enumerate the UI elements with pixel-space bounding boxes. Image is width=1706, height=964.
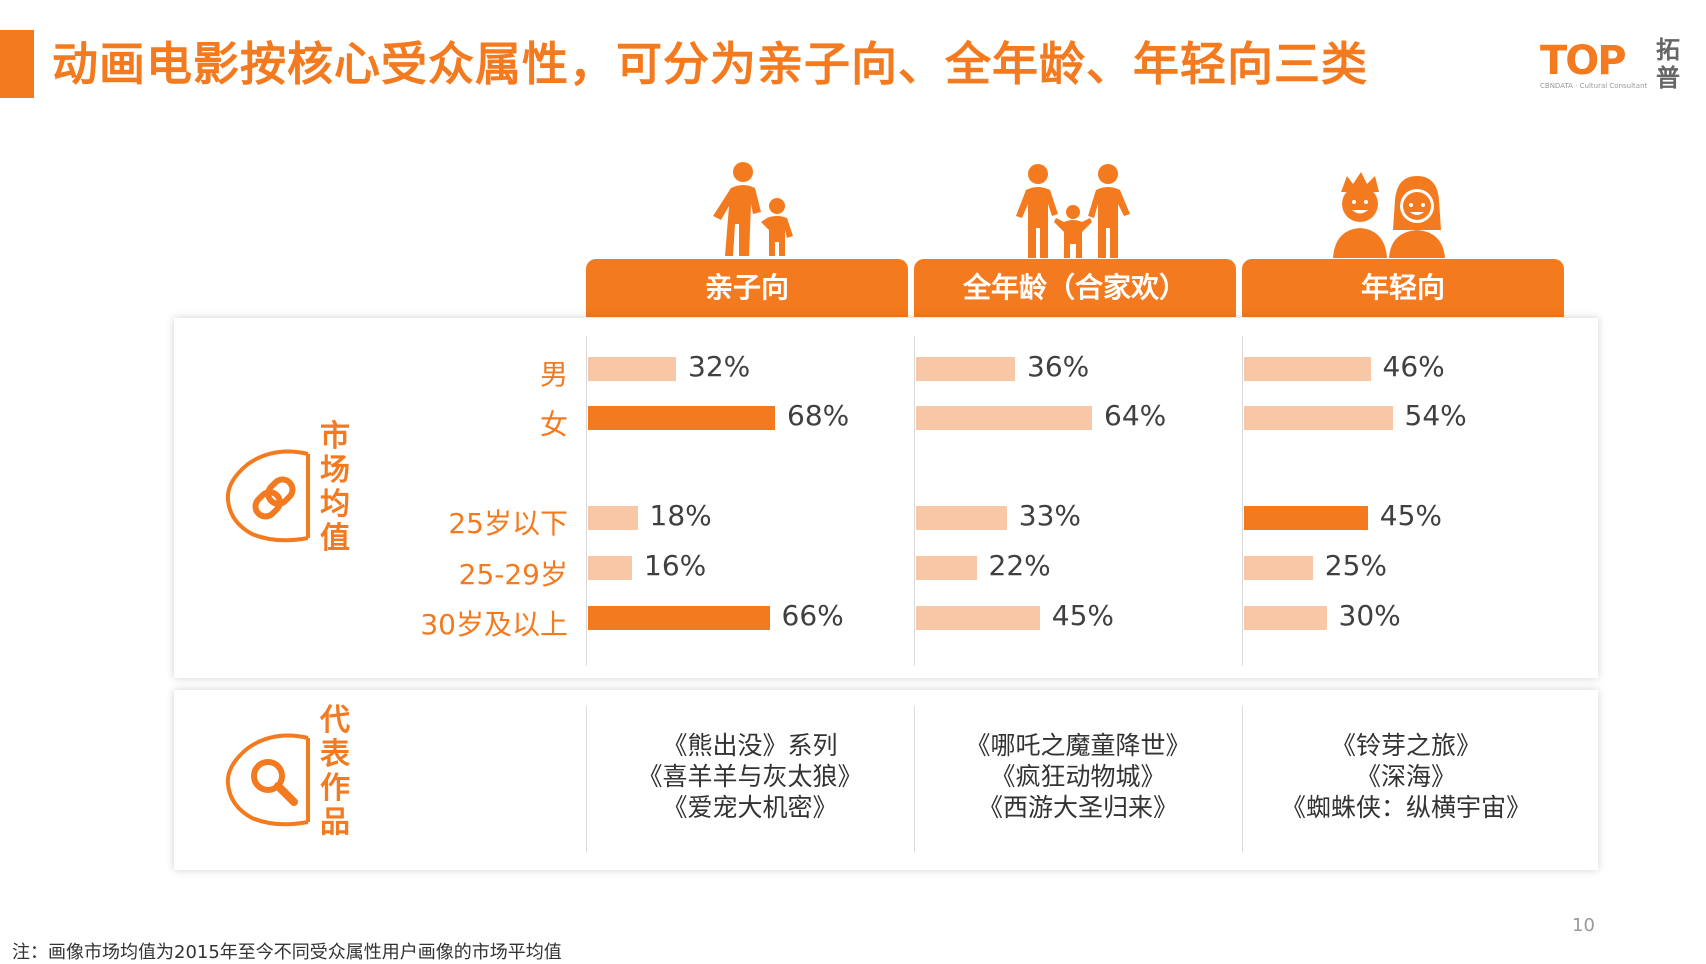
title-accent-bar <box>0 30 34 98</box>
bar-value-label: 32% <box>688 350 751 383</box>
family-icon <box>1016 164 1130 258</box>
column-header-parent-child: 亲子向 <box>586 259 908 317</box>
bar-value-label: 36% <box>1027 350 1090 383</box>
bar-value-label: 66% <box>781 599 844 632</box>
work-title: 《铃芽之旅》 <box>1330 731 1481 760</box>
bar-parent-child-under-25 <box>588 506 638 530</box>
column-header-young: 年轻向 <box>1242 259 1564 317</box>
link-icon <box>225 449 310 543</box>
works-parent-child: 《熊出没》系列 《喜羊羊与灰太狼》 《爱宠大机密》 <box>586 730 914 823</box>
work-title: 《疯狂动物城》 <box>990 762 1166 791</box>
young-couple-icon <box>1333 172 1445 258</box>
bar-value-label: 33% <box>1018 499 1081 532</box>
bar-value-label: 16% <box>644 549 707 582</box>
bar-parent-child-female <box>588 406 775 430</box>
logo: TOP CBNDATA · Cultural Consultant 拓普 <box>1540 34 1690 94</box>
column-header-all-ages: 全年龄（合家欢） <box>914 259 1236 317</box>
parent-child-icon <box>713 162 793 256</box>
column-divider <box>586 336 587 666</box>
bar-parent-child-25-29 <box>588 556 632 580</box>
bar-parent-child-30-plus <box>588 606 770 630</box>
row-label-30-plus: 30岁及以上 <box>420 608 568 641</box>
page-title: 动画电影按核心受众属性，可分为亲子向、全年龄、年轻向三类 <box>52 37 1368 91</box>
work-title: 《熊出没》系列 <box>662 731 838 760</box>
bar-young-male <box>1244 357 1371 381</box>
column-divider <box>1242 336 1243 666</box>
bar-value-label: 68% <box>787 399 850 432</box>
works-all-ages: 《哪吒之魔童降世》 《疯狂动物城》 《西游大圣归来》 <box>914 730 1242 823</box>
footnote: 注：画像市场均值为2015年至今不同受众属性用户画像的市场平均值 <box>12 942 562 963</box>
bar-all-ages-30-plus <box>916 606 1040 630</box>
logo-subtitle: CBNDATA · Cultural Consultant <box>1540 82 1648 90</box>
bar-value-label: 45% <box>1051 599 1114 632</box>
work-title: 《哪吒之魔童降世》 <box>965 731 1191 760</box>
bar-value-label: 45% <box>1379 499 1442 532</box>
bar-young-30-plus <box>1244 606 1327 630</box>
bar-all-ages-25-29 <box>916 556 977 580</box>
work-title: 《蜘蛛侠：纵横宇宙》 <box>1280 793 1531 822</box>
magnifier-icon <box>225 733 310 827</box>
bar-value-label: 18% <box>649 499 712 532</box>
bar-all-ages-under-25 <box>916 506 1007 530</box>
bar-parent-child-male <box>588 357 676 381</box>
column-divider <box>1242 706 1243 852</box>
bar-value-label: 64% <box>1104 399 1167 432</box>
bar-value-label: 30% <box>1338 599 1401 632</box>
logo-cn: 拓普 <box>1656 36 1680 92</box>
row-label-under-25: 25岁以下 <box>448 507 568 540</box>
work-title: 《爱宠大机密》 <box>662 793 838 822</box>
market-average-label: 市场均值 <box>320 419 350 556</box>
bar-young-female <box>1244 406 1393 430</box>
works-label: 代表作品 <box>320 703 350 840</box>
column-divider <box>586 706 587 852</box>
bar-value-label: 54% <box>1404 399 1467 432</box>
row-label-male: 男 <box>539 358 568 391</box>
bar-all-ages-male <box>916 357 1015 381</box>
column-divider <box>914 706 915 852</box>
works-panel <box>174 690 1598 870</box>
work-title: 《深海》 <box>1355 762 1456 791</box>
bar-value-label: 22% <box>988 549 1051 582</box>
bar-young-under-25 <box>1244 506 1368 530</box>
logo-text: TOP <box>1540 38 1627 84</box>
bar-value-label: 25% <box>1324 549 1387 582</box>
column-divider <box>914 336 915 666</box>
bar-value-label: 46% <box>1382 350 1445 383</box>
work-title: 《西游大圣归来》 <box>977 793 1178 822</box>
page-number: 10 <box>1572 915 1595 936</box>
bar-all-ages-female <box>916 406 1092 430</box>
row-label-female: 女 <box>539 408 568 441</box>
work-title: 《喜羊羊与灰太狼》 <box>637 762 863 791</box>
row-label-25-29: 25-29岁 <box>458 558 568 591</box>
works-young: 《铃芽之旅》 《深海》 《蜘蛛侠：纵横宇宙》 <box>1242 730 1570 823</box>
bar-young-25-29 <box>1244 556 1313 580</box>
